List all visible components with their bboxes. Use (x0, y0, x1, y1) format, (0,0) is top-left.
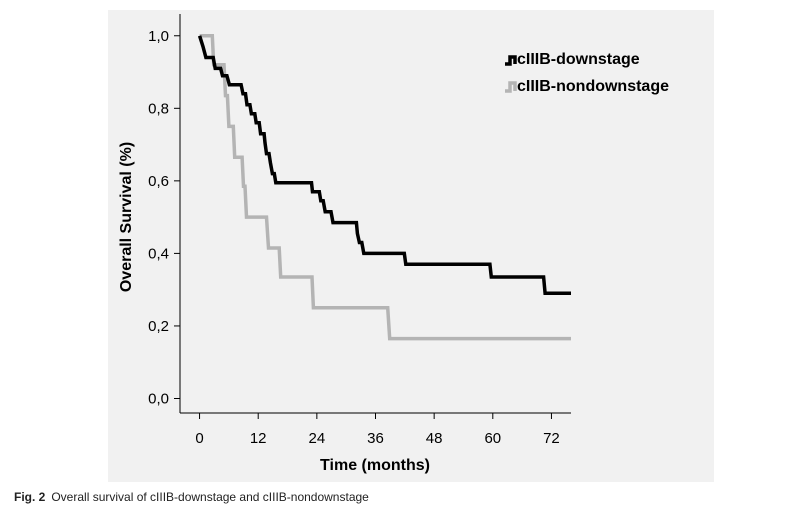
axes (179, 14, 571, 414)
legend-label-downstage: cIIIB-downstage (517, 51, 640, 68)
x-tick-label: 12 (250, 430, 267, 447)
x-tick-label: 72 (543, 430, 560, 447)
caption-text: Overall survival of cIIIB-downstage and … (51, 490, 369, 504)
y-tick-label: 0,2 (148, 318, 169, 335)
plot-panel (108, 10, 714, 482)
legend: cIIIB-downstage cIIIB-nondownstage (505, 51, 669, 95)
y-axis-title: Overall Survival (%) (118, 142, 135, 292)
legend-swatch-nondownstage (505, 81, 517, 93)
legend-swatch-downstage (505, 55, 517, 66)
y-tick-label: 1,0 (148, 28, 169, 45)
x-tick-label: 0 (195, 430, 203, 447)
series-line-ciiib-nondownstage (199, 34, 571, 341)
x-tick-label: 48 (426, 430, 443, 447)
y-axis-ticks: 0,0 0,2 0,4 0,6 0,8 1,0 (148, 28, 180, 407)
series-line-ciiib-downstage (197, 35, 571, 296)
x-tick-label: 24 (309, 430, 326, 447)
x-axis-ticks: 0 12 24 36 48 60 72 (195, 413, 560, 447)
legend-label-nondownstage: cIIIB-nondownstage (517, 78, 669, 95)
x-axis-title: Time (months) (320, 457, 430, 474)
caption-label: Fig. 2 (14, 490, 46, 504)
x-tick-label: 60 (484, 430, 501, 447)
figure-caption: Fig. 2 Overall survival of cIIIB-downstag… (14, 490, 369, 504)
y-tick-label: 0,8 (148, 100, 169, 117)
x-tick-label: 36 (367, 430, 384, 447)
y-tick-label: 0,6 (148, 173, 169, 190)
y-tick-label: 0,0 (148, 390, 169, 407)
y-tick-label: 0,4 (148, 245, 169, 262)
series-lines (197, 34, 571, 341)
